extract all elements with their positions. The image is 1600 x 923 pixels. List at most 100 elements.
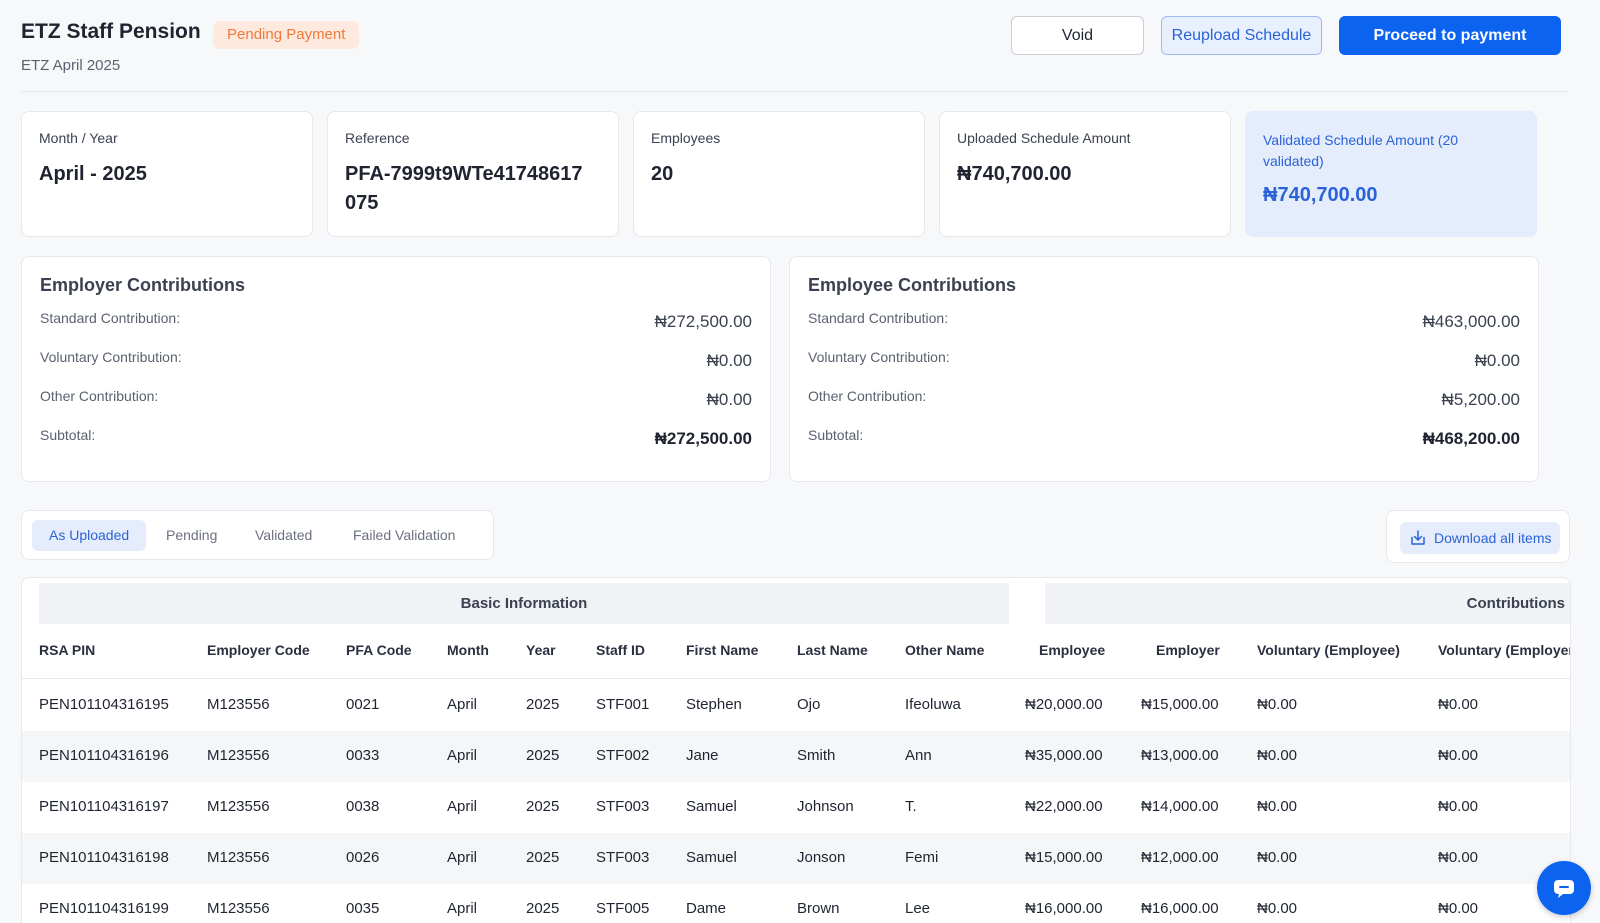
contribution-value: ₦272,500.00	[654, 429, 752, 448]
contribution-row: Standard Contribution: ₦272,500.00	[40, 310, 752, 349]
cell-employee-contribution: ₦22,000.00	[1025, 798, 1103, 815]
column-header-pfa-code[interactable]: PFA Code	[346, 642, 412, 658]
contribution-value: ₦0.00	[706, 390, 752, 409]
tab-failed-validation[interactable]: Failed Validation	[353, 527, 456, 543]
cell-employee-contribution: ₦15,000.00	[1025, 849, 1103, 866]
column-header-rsa-pin[interactable]: RSA PIN	[39, 642, 96, 658]
cell-pfa-code: 0026	[346, 849, 380, 866]
contribution-label: Voluntary Contribution:	[808, 349, 950, 365]
cell-staff-id: STF002	[596, 747, 650, 764]
cell-voluntary-employee: ₦0.00	[1257, 747, 1298, 764]
stat-card-month-year: Month / Year April - 2025	[21, 111, 313, 237]
contribution-label: Other Contribution:	[40, 388, 159, 404]
table-row[interactable]: PEN101104316196 M123556 0033 April 2025 …	[22, 731, 1570, 782]
cell-first-name: Stephen	[686, 696, 742, 713]
cell-voluntary-employee: ₦0.00	[1257, 849, 1298, 866]
column-header-voluntary-employer[interactable]: Voluntary (Employer)	[1438, 642, 1571, 658]
cell-rsa-pin: PEN101104316198	[39, 849, 169, 866]
proceed-to-payment-button[interactable]: Proceed to payment	[1339, 16, 1561, 55]
column-header-month[interactable]: Month	[447, 642, 489, 658]
cell-employer-contribution: ₦13,000.00	[1141, 747, 1219, 764]
table-row[interactable]: PEN101104316198 M123556 0026 April 2025 …	[22, 833, 1570, 884]
group-header-contributions: Contributions	[1045, 583, 1570, 624]
cell-month: April	[447, 747, 478, 764]
page-header: ETZ Staff Pension Pending Payment ETZ Ap…	[21, 16, 1569, 92]
cell-first-name: Samuel	[686, 798, 737, 815]
cell-employer-code: M123556	[207, 798, 270, 815]
column-header-year[interactable]: Year	[526, 642, 556, 658]
contribution-label: Subtotal:	[40, 427, 96, 443]
cell-employer-code: M123556	[207, 849, 270, 866]
cell-voluntary-employer: ₦0.00	[1438, 900, 1479, 917]
chat-icon	[1554, 880, 1574, 898]
contribution-label: Standard Contribution:	[40, 310, 181, 326]
contribution-value: ₦0.00	[1474, 351, 1520, 370]
stat-value: 20	[651, 163, 674, 185]
employee-contributions-card: Employee Contributions Standard Contribu…	[789, 256, 1539, 482]
void-button[interactable]: Void	[1011, 16, 1144, 55]
cell-voluntary-employer: ₦0.00	[1438, 849, 1479, 866]
stat-label: Reference	[345, 130, 410, 146]
cell-employer-code: M123556	[207, 900, 270, 917]
cell-voluntary-employer: ₦0.00	[1438, 798, 1479, 815]
stat-card-employees: Employees 20	[633, 111, 925, 237]
contribution-row: Other Contribution: ₦5,200.00	[808, 388, 1520, 427]
table-row[interactable]: PEN101104316199 M123556 0035 April 2025 …	[22, 884, 1570, 923]
contribution-subtotal-row: Subtotal: ₦272,500.00	[40, 427, 752, 466]
cell-pfa-code: 0033	[346, 747, 380, 764]
column-header-first-name[interactable]: First Name	[686, 642, 759, 658]
column-header-employer[interactable]: Employer	[1156, 642, 1220, 658]
cell-rsa-pin: PEN101104316195	[39, 696, 169, 713]
stat-value: ₦740,700.00	[1263, 184, 1378, 206]
column-header-staff-id[interactable]: Staff ID	[596, 642, 645, 658]
cell-employer-code: M123556	[207, 696, 270, 713]
stat-value: PFA-7999t9WTe41748617075	[345, 163, 583, 214]
column-header-employer-code[interactable]: Employer Code	[207, 642, 310, 658]
cell-voluntary-employer: ₦0.00	[1438, 696, 1479, 713]
column-header-employee[interactable]: Employee	[1039, 642, 1106, 658]
cell-voluntary-employee: ₦0.00	[1257, 900, 1298, 917]
column-header-other-name[interactable]: Other Name	[905, 642, 985, 658]
column-header-voluntary-employee[interactable]: Voluntary (Employee)	[1257, 642, 1400, 658]
contribution-value: ₦272,500.00	[654, 312, 752, 331]
contribution-value: ₦5,200.00	[1441, 390, 1520, 409]
cell-employee-contribution: ₦20,000.00	[1025, 696, 1103, 713]
column-header-last-name[interactable]: Last Name	[797, 642, 868, 658]
cell-year: 2025	[526, 696, 560, 713]
cell-other-name: Femi	[905, 849, 939, 866]
cell-year: 2025	[526, 849, 560, 866]
table-row[interactable]: PEN101104316195 M123556 0021 April 2025 …	[22, 680, 1570, 731]
cell-pfa-code: 0038	[346, 798, 380, 815]
cell-rsa-pin: PEN101104316199	[39, 900, 169, 917]
cell-first-name: Jane	[686, 747, 719, 764]
contribution-label: Voluntary Contribution:	[40, 349, 182, 365]
employer-contributions-card: Employer Contributions Standard Contribu…	[21, 256, 771, 482]
cell-employer-contribution: ₦15,000.00	[1141, 696, 1219, 713]
cell-staff-id: STF001	[596, 696, 650, 713]
cell-year: 2025	[526, 798, 560, 815]
cell-employer-contribution: ₦14,000.00	[1141, 798, 1219, 815]
stat-label: Employees	[651, 130, 721, 146]
cell-voluntary-employee: ₦0.00	[1257, 798, 1298, 815]
tab-validated[interactable]: Validated	[255, 527, 313, 543]
contribution-row: Other Contribution: ₦0.00	[40, 388, 752, 427]
tab-as-uploaded[interactable]: As Uploaded	[32, 520, 147, 551]
cell-pfa-code: 0021	[346, 696, 380, 713]
tab-pending[interactable]: Pending	[166, 527, 218, 543]
chat-button[interactable]	[1537, 861, 1591, 915]
reupload-schedule-button[interactable]: Reupload Schedule	[1161, 16, 1322, 55]
download-all-button[interactable]: Download all items	[1400, 522, 1560, 554]
stat-value: ₦740,700.00	[957, 163, 1072, 185]
contribution-label: Standard Contribution:	[808, 310, 949, 326]
cell-last-name: Jonson	[797, 849, 846, 866]
stat-card-uploaded-amount: Uploaded Schedule Amount ₦740,700.00	[939, 111, 1231, 237]
stat-card-validated-amount: Validated Schedule Amount (20 validated)…	[1245, 111, 1537, 237]
cell-last-name: Ojo	[797, 696, 821, 713]
download-all-label: Download all items	[1434, 530, 1552, 546]
cell-month: April	[447, 900, 478, 917]
page-title: ETZ Staff Pension	[21, 20, 201, 43]
group-header-basic-information: Basic Information	[39, 583, 1009, 624]
schedule-table: Basic Information Contributions RSA PIN …	[21, 577, 1571, 923]
cell-last-name: Brown	[797, 900, 840, 917]
table-row[interactable]: PEN101104316197 M123556 0038 April 2025 …	[22, 782, 1570, 833]
